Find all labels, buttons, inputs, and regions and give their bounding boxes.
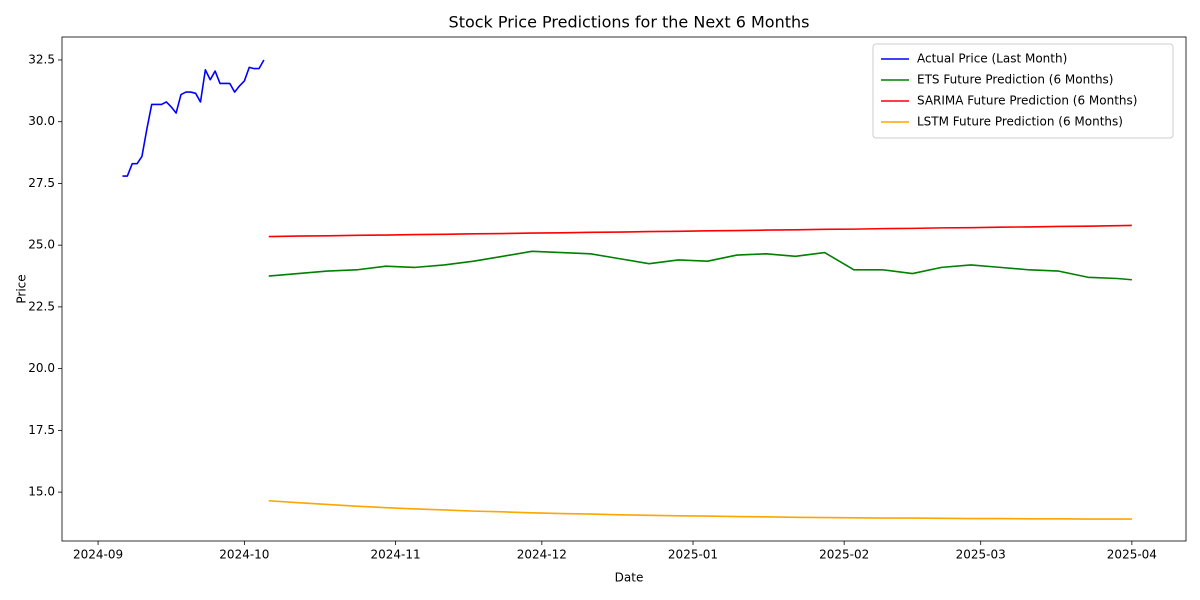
x-tick-label: 2025-04: [1107, 548, 1157, 562]
data-line: [268, 499, 1132, 520]
legend-label: LSTM Future Prediction (6 Months): [917, 115, 1123, 129]
y-tick-label: 30.0: [28, 114, 55, 128]
data-line: [122, 59, 265, 177]
x-tick-label: 2024-11: [370, 548, 420, 562]
chart-title: Stock Price Predictions for the Next 6 M…: [449, 13, 810, 32]
data-line: [268, 224, 1132, 238]
x-tick-label: 2024-10: [219, 548, 269, 562]
legend-label: ETS Future Prediction (6 Months): [917, 73, 1113, 87]
y-tick-label: 27.5: [28, 176, 55, 190]
x-axis-label: Date: [615, 571, 644, 585]
y-tick-label: 25.0: [28, 238, 55, 252]
legend-label: SARIMA Future Prediction (6 Months): [917, 94, 1137, 108]
data-line: [268, 250, 1132, 281]
legend: Actual Price (Last Month) ETS Future Pred…: [872, 43, 1174, 139]
y-tick-label: 20.0: [28, 361, 55, 375]
x-tick-label: 2024-09: [73, 548, 123, 562]
x-tick-label: 2025-03: [956, 548, 1006, 562]
x-tick-label: 2025-01: [668, 548, 718, 562]
y-tick-label: 15.0: [28, 485, 55, 499]
legend-box: [872, 43, 1174, 139]
y-axis-label: Price: [15, 274, 29, 303]
y-tick-label: 17.5: [28, 423, 55, 437]
x-tick-label: 2024-12: [517, 548, 567, 562]
legend-label: Actual Price (Last Month): [917, 52, 1067, 66]
y-tick-label: 22.5: [28, 299, 55, 313]
x-tick-label: 2025-02: [819, 548, 869, 562]
plot-frame: [61, 36, 1187, 542]
y-tick-label: 32.5: [28, 52, 55, 66]
